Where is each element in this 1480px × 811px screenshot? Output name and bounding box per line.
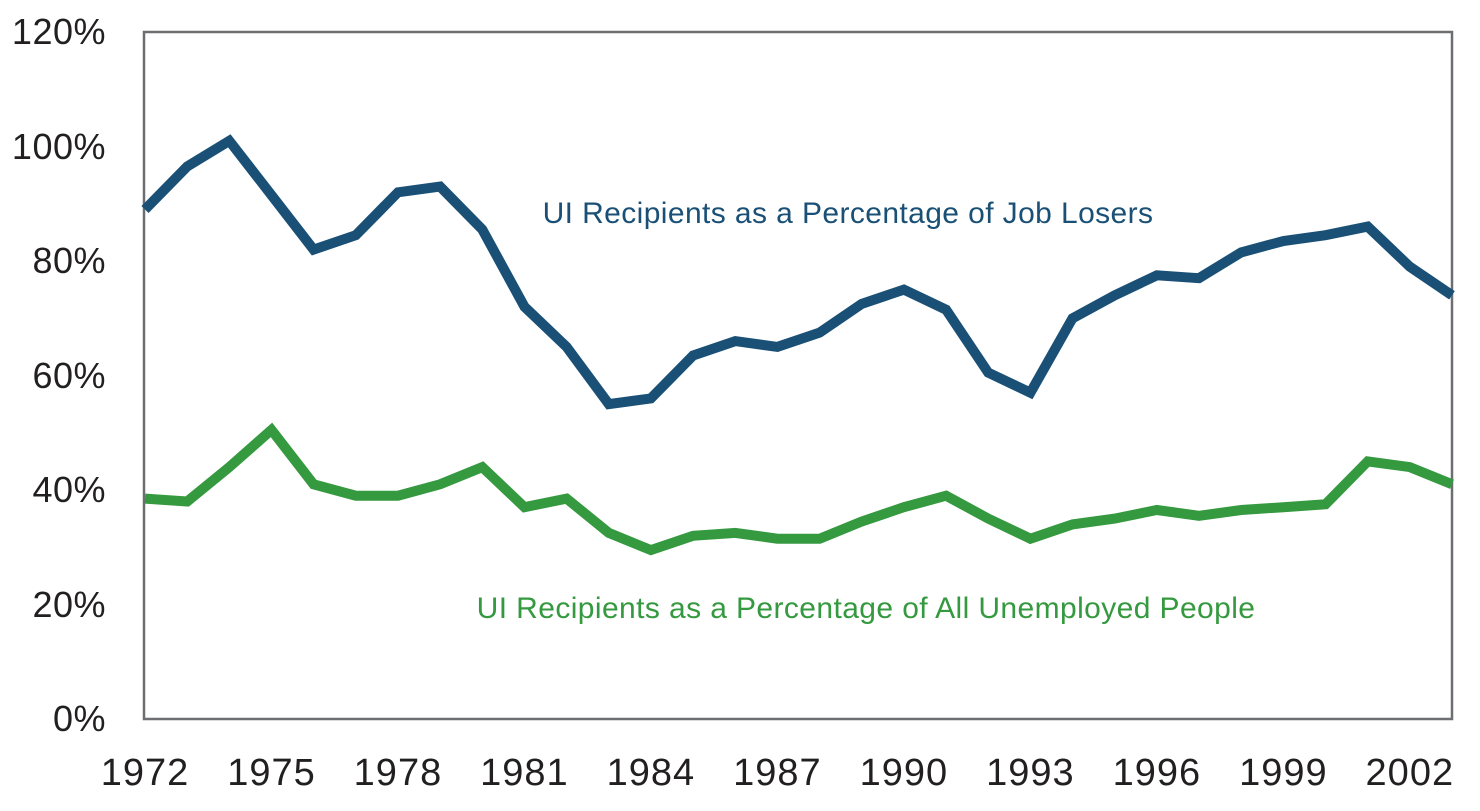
x-axis-tick-label: 1993 <box>986 752 1075 794</box>
x-axis-tick-label: 2002 <box>1365 752 1455 794</box>
job-losers-line <box>141 134 1455 410</box>
y-axis-tick-label: 120% <box>11 11 106 52</box>
y-axis-tick-label: 40% <box>32 469 106 510</box>
y-axis-tick-label: 0% <box>52 698 106 739</box>
y-axis-tick-label: 60% <box>32 354 106 396</box>
y-axis-tick-label: 20% <box>32 583 106 625</box>
all-unemployed-line <box>144 422 1454 556</box>
x-axis-tick-label: 1987 <box>733 752 822 794</box>
all-unemployed-series-label: UI Recipients as a Percentage of All Une… <box>476 592 1256 625</box>
x-axis-tick-label: 1978 <box>353 752 443 794</box>
plot-border <box>142 30 1454 721</box>
x-axis-tick-label: 1996 <box>1112 752 1202 794</box>
x-axis-tick-label: 1984 <box>606 752 696 794</box>
x-axis-tick-label: 1972 <box>100 752 190 794</box>
job-losers-series-label: UI Recipients as a Percentage of Job Los… <box>542 197 1154 230</box>
y-axis-tick-label: 80% <box>32 240 106 281</box>
x-axis-tick-label: 1990 <box>859 752 949 794</box>
x-axis-tick-label: 1981 <box>480 752 569 794</box>
x-axis-tick-label: 1975 <box>227 752 316 794</box>
y-axis-tick-label: 100% <box>11 125 106 167</box>
x-axis-tick-label: 1999 <box>1239 752 1328 794</box>
